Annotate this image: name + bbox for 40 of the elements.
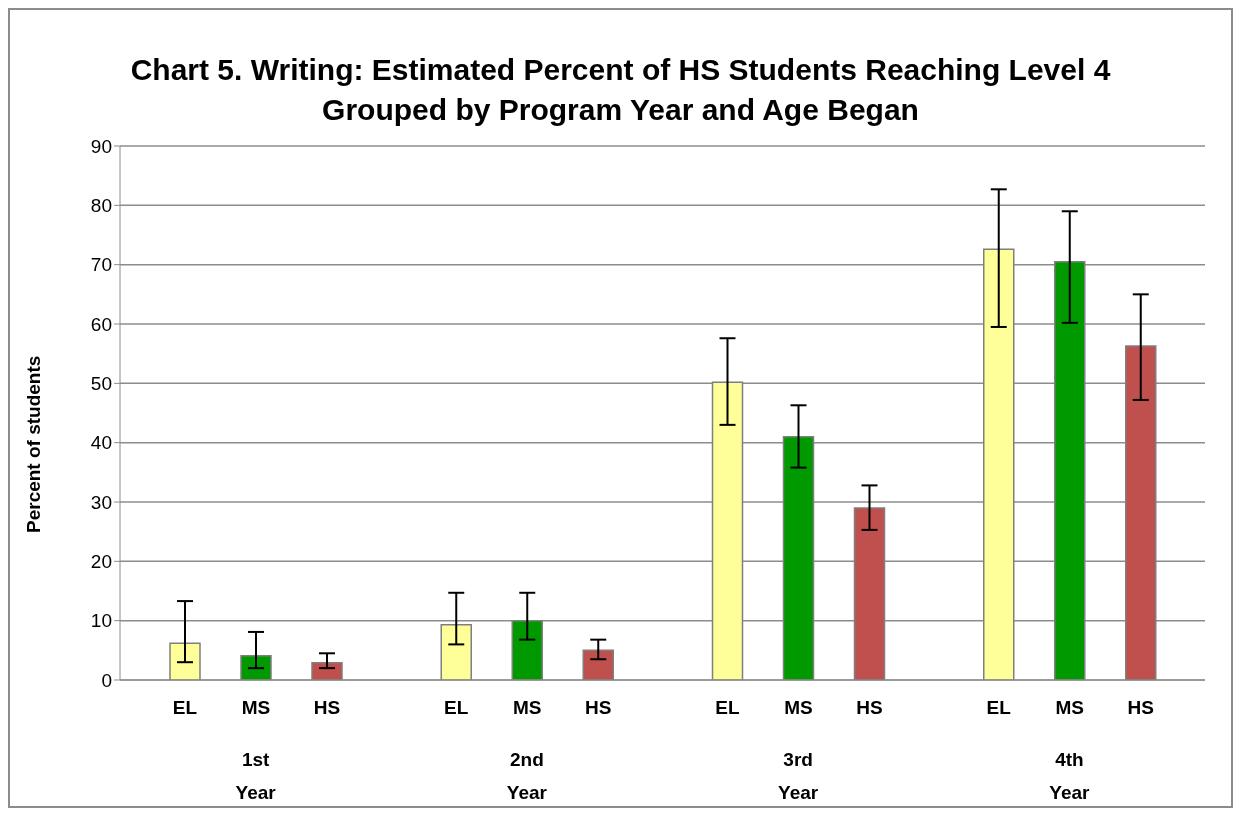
- series-label: HS: [313, 697, 341, 718]
- bar: [782, 435, 815, 680]
- y-tick-label: 60: [90, 313, 112, 335]
- text: EL: [715, 697, 740, 718]
- chart-title: Chart 5. Writing: Estimated Percent of HS Students Reaching Level 4 Grouped by Program Year and Age Began: [129, 52, 1112, 128]
- bar: [853, 507, 886, 680]
- y-tick-label: 10: [90, 610, 112, 632]
- bar: [311, 662, 343, 680]
- bar: [1054, 260, 1086, 680]
- x-tick-label: 1st Year: [235, 749, 277, 803]
- text: EL: [444, 697, 469, 718]
- x-tick-label: 2nd Year: [506, 749, 548, 803]
- text: EL: [986, 697, 1011, 718]
- text: MS: [513, 697, 542, 718]
- bar: [240, 654, 272, 680]
- y-tick-label: 80: [90, 195, 112, 217]
- series-label: MS: [241, 697, 271, 718]
- y-tick-label: 70: [90, 254, 112, 276]
- text: HS: [585, 697, 612, 718]
- bar: [1125, 345, 1157, 680]
- y-tick-label: 90: [90, 135, 112, 157]
- y-axis-title: Percent of students: [22, 355, 44, 533]
- y-tick-label: 40: [90, 432, 112, 454]
- y-tick-label: 30: [90, 491, 112, 513]
- y-tick-label: 20: [90, 551, 112, 573]
- bar: [983, 248, 1015, 680]
- bar: [582, 649, 614, 680]
- series-label: EL: [172, 697, 198, 718]
- bar: [440, 624, 472, 680]
- y-tick-label: 0: [101, 669, 112, 691]
- text: HS: [1127, 697, 1154, 718]
- text: MS: [784, 697, 813, 718]
- x-tick-label: 4th Year: [1049, 749, 1091, 803]
- text: HS: [856, 697, 883, 718]
- y-tick-label: 50: [90, 373, 112, 395]
- bar: [711, 381, 744, 680]
- bar: [169, 642, 201, 680]
- text: MS: [1055, 697, 1084, 718]
- bar: [511, 619, 543, 680]
- x-tick-label: 3rd Year: [778, 749, 819, 803]
